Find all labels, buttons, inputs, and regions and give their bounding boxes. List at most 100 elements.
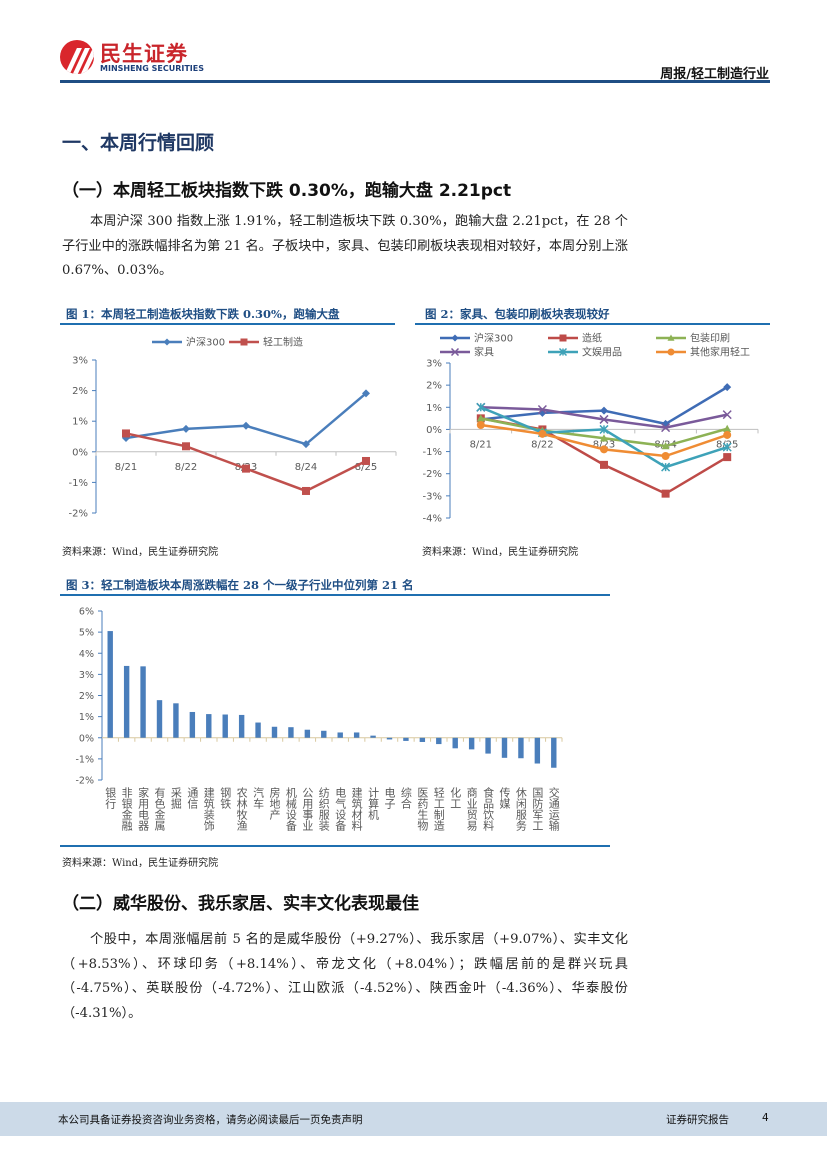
fig3-bar bbox=[140, 666, 146, 738]
fig2-data-point bbox=[661, 462, 671, 472]
fig1-legend-marker bbox=[163, 338, 171, 346]
fig3-x-tick-label: 公用事业 bbox=[301, 787, 314, 831]
fig3-bar bbox=[107, 631, 113, 738]
fig3-x-tick-label: 医药生物 bbox=[416, 787, 429, 831]
logo-text-cn: 民生证券 bbox=[100, 42, 188, 66]
fig2-data-point bbox=[599, 414, 609, 424]
fig3-bar bbox=[534, 737, 541, 764]
fig3-bar bbox=[419, 737, 426, 742]
fig1-y-tick-label: 2% bbox=[72, 386, 88, 397]
fig1-source: 资料来源：Wind，民生证券研究院 bbox=[62, 547, 219, 558]
fig2-data-point bbox=[722, 410, 732, 420]
fig3-x-tick-label: 交通运输 bbox=[547, 786, 560, 832]
fig2-data-point bbox=[600, 460, 608, 469]
fig2-data-point bbox=[476, 421, 485, 429]
fig2-source: 资料来源：Wind，民生证券研究院 bbox=[422, 547, 579, 558]
fig3-bar bbox=[238, 714, 245, 738]
fig2-legend-marker bbox=[558, 347, 568, 357]
fig2-legend-label: 文娱用品 bbox=[582, 346, 622, 359]
fig2-data-point bbox=[661, 442, 670, 450]
fig1-data-point bbox=[362, 389, 370, 398]
fig2-data-point bbox=[661, 423, 671, 433]
fig3-bar bbox=[337, 732, 343, 738]
fig2-x-tick-label: 8/21 bbox=[470, 439, 492, 450]
fig2-data-point bbox=[538, 429, 547, 438]
fig1-data-point bbox=[302, 440, 310, 449]
fig3-x-tick-label: 纺织服装 bbox=[317, 786, 330, 832]
fig3-x-tick-label: 非银金融 bbox=[120, 787, 133, 832]
fig3-y-tick-label: 1% bbox=[79, 712, 94, 723]
fig1-y-tick-label: 1% bbox=[72, 417, 88, 428]
fig2-data-point bbox=[476, 414, 485, 422]
fig2-data-point bbox=[599, 424, 609, 434]
fig3-y-tick-label: -2% bbox=[76, 776, 95, 787]
subsection-title-2: （二）威华股份、我乐家居、实丰文化表现最佳 bbox=[62, 894, 419, 914]
minsheng-logo-icon bbox=[60, 40, 94, 74]
fig3-y-tick-label: 6% bbox=[79, 607, 94, 618]
fig3-bar bbox=[189, 711, 196, 738]
fig1-y-tick-label: -2% bbox=[69, 509, 88, 520]
fig3-bar bbox=[518, 737, 524, 759]
page-number: 4 bbox=[762, 1112, 769, 1124]
fig2-y-tick-label: 3% bbox=[426, 359, 442, 370]
fig2-data-point bbox=[537, 404, 547, 415]
fig2-data-point bbox=[723, 383, 732, 392]
fig3-x-tick-label: 传媒 bbox=[498, 787, 511, 810]
fig3-divider bbox=[60, 594, 610, 596]
fig3-x-tick-label: 采掘 bbox=[169, 787, 182, 810]
subsection-title-1: （一）本周轻工板块指数下跌 0.30%，跑输大盘 2.21pct bbox=[62, 181, 512, 201]
fig3-bar bbox=[386, 737, 393, 740]
fig3-title: 图 3：轻工制造板块本周涨跌幅在 28 个一级子行业中位列第 21 名 bbox=[66, 578, 414, 592]
fig2-y-tick-label: 1% bbox=[426, 403, 442, 414]
fig3-bottom-divider bbox=[60, 845, 610, 847]
fig3-bar bbox=[206, 714, 212, 738]
fig3-bar bbox=[436, 737, 442, 745]
fig2-data-point bbox=[661, 452, 670, 460]
fig3-bar bbox=[123, 665, 130, 738]
fig3-y-tick-label: -1% bbox=[76, 754, 95, 765]
fig3-x-tick-label: 食品饮料 bbox=[482, 786, 495, 832]
fig3-x-tick-label: 建筑装饰 bbox=[202, 786, 215, 831]
fig2-divider bbox=[415, 323, 770, 325]
fig1-data-point bbox=[182, 442, 190, 451]
fig3-x-tick-label: 房地产 bbox=[268, 787, 281, 821]
fig1-data-point bbox=[362, 456, 370, 465]
logo-text-en: MINSHENG SECURITIES bbox=[100, 64, 204, 73]
fig3-y-tick-label: 2% bbox=[79, 691, 94, 702]
report-type: 周报/轻工制造行业 bbox=[660, 67, 769, 82]
fig3-bar bbox=[353, 732, 360, 738]
fig1-y-tick-label: 0% bbox=[72, 447, 88, 458]
fig2-data-point bbox=[600, 434, 608, 442]
fig2-legend-label: 其他家用轻工 bbox=[690, 346, 750, 359]
fig2-legend-label: 包装印刷 bbox=[690, 332, 730, 345]
fig3-y-tick-label: 3% bbox=[79, 670, 94, 681]
fig2-legend-label: 家具 bbox=[474, 346, 494, 359]
fig2-data-point bbox=[723, 424, 732, 432]
fig1-legend-label: 沪深300 bbox=[186, 336, 225, 349]
fig3-x-tick-label: 汽车 bbox=[252, 786, 265, 810]
fig3-y-tick-label: 5% bbox=[79, 628, 94, 639]
fig2-y-tick-label: 0% bbox=[426, 425, 442, 436]
fig3-y-tick-label: 4% bbox=[79, 649, 94, 660]
fig3-bar bbox=[468, 737, 475, 750]
fig1-data-point bbox=[242, 464, 250, 473]
fig1-x-tick-label: 8/25 bbox=[355, 462, 377, 473]
fig3-bar bbox=[156, 700, 163, 738]
fig3-x-tick-label: 休闲服务 bbox=[514, 787, 527, 831]
fig3-x-tick-label: 机械设备 bbox=[284, 786, 297, 832]
fig1-series-line-0 bbox=[125, 392, 367, 446]
fig2-title: 图 2：家具、包装印刷板块表现较好 bbox=[425, 307, 610, 321]
fig2-data-point bbox=[600, 406, 608, 415]
fig3-bar bbox=[222, 714, 228, 738]
fig1-data-point bbox=[182, 424, 190, 433]
fig3-source: 资料来源：Wind，民生证券研究院 bbox=[62, 858, 219, 869]
footer: 本公司具备证券投资咨询业务资格，请务必阅读最后一页免责声明 证券研究报告 4 bbox=[0, 1102, 827, 1136]
fig2-data-point bbox=[723, 453, 732, 462]
fig3-bar bbox=[255, 722, 261, 738]
header-divider bbox=[60, 80, 770, 83]
fig1-data-point bbox=[122, 429, 130, 438]
fig2-data-point bbox=[661, 489, 670, 498]
fig3-x-tick-label: 商业贸易 bbox=[465, 786, 478, 832]
fig2-data-point bbox=[476, 402, 486, 412]
